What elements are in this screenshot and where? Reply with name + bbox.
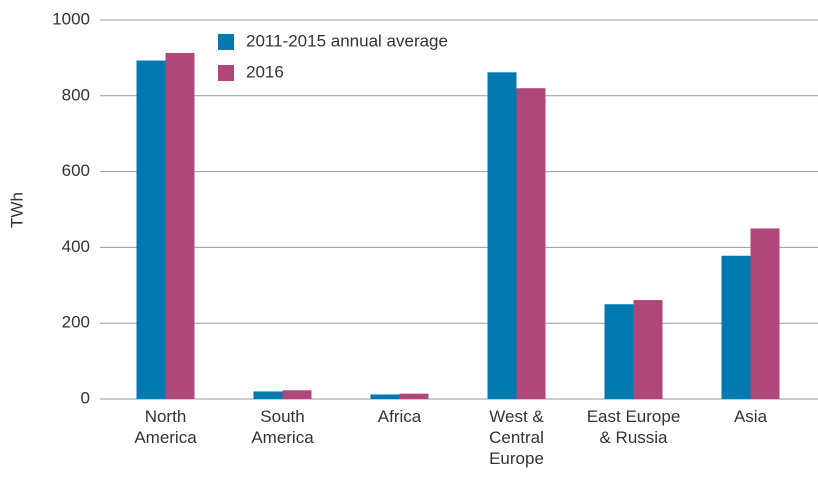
- legend-label: 2016: [246, 62, 284, 81]
- x-tick-label: Asia: [734, 407, 768, 426]
- bar: [253, 391, 283, 399]
- y-axis-label: TWh: [7, 192, 26, 228]
- bar: [633, 300, 663, 399]
- y-tick-label: 800: [62, 85, 90, 104]
- x-tick-label: North America: [134, 407, 197, 447]
- bar: [487, 72, 517, 399]
- bar: [370, 394, 400, 399]
- legend-swatch: [218, 34, 234, 50]
- legend-swatch: [218, 65, 234, 81]
- bar: [165, 52, 195, 400]
- bar: [136, 60, 166, 399]
- bar: [721, 255, 751, 399]
- legend-label: 2011-2015 annual average: [246, 31, 448, 50]
- bar: [750, 228, 780, 399]
- y-tick-label: 1000: [52, 9, 90, 28]
- x-tick-label: West & Central Europe: [489, 407, 544, 468]
- bar: [282, 390, 312, 399]
- x-tick-label: South America: [251, 407, 314, 447]
- bar: [516, 88, 546, 399]
- y-tick-label: 400: [62, 237, 90, 256]
- y-tick-label: 600: [62, 161, 90, 180]
- x-tick-label: Africa: [378, 407, 422, 426]
- y-tick-label: 200: [62, 313, 90, 332]
- y-tick-label: 0: [81, 388, 90, 407]
- bar: [399, 393, 429, 399]
- bar: [604, 304, 634, 399]
- x-tick-label: East Europe & Russia: [587, 407, 681, 447]
